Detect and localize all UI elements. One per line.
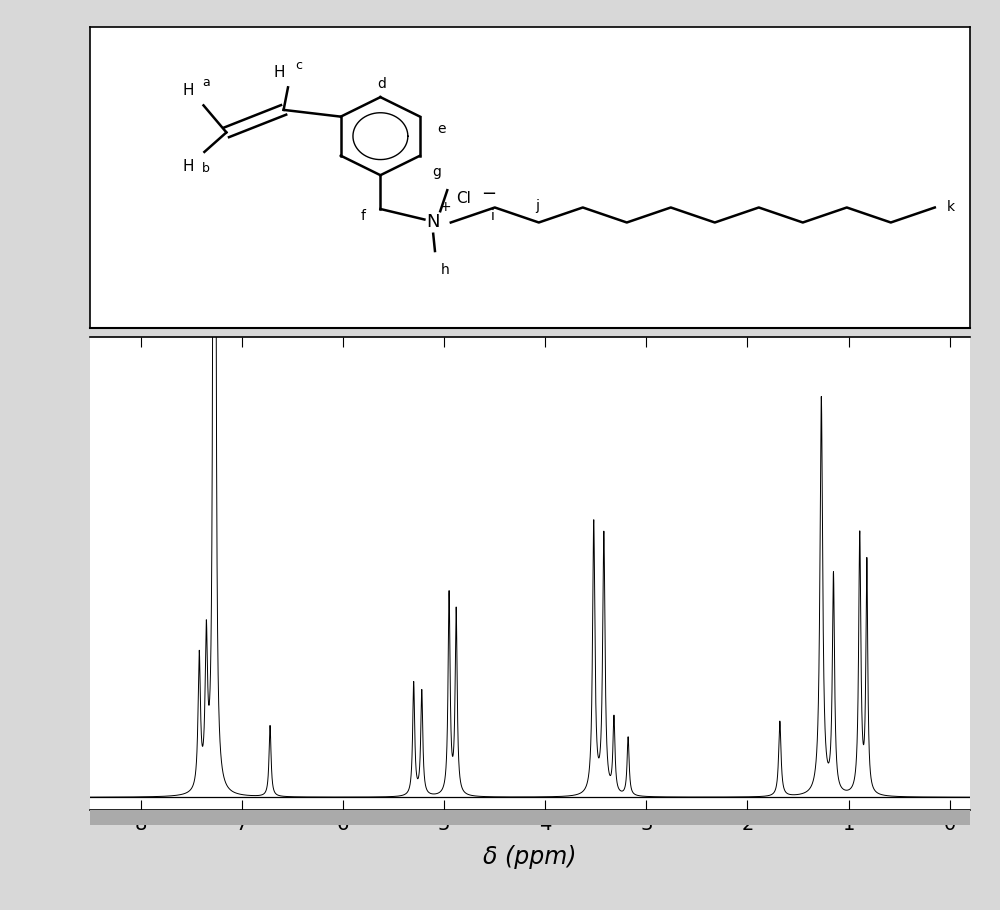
Text: Cl: Cl (457, 191, 471, 206)
X-axis label: δ (ppm): δ (ppm) (483, 844, 577, 869)
Text: H: H (183, 159, 194, 175)
Text: i: i (491, 209, 495, 223)
Text: k: k (947, 200, 955, 215)
Text: g: g (432, 166, 441, 179)
Text: N: N (426, 214, 440, 231)
Text: j: j (535, 198, 539, 213)
Text: e: e (437, 122, 445, 136)
Text: h: h (441, 263, 450, 277)
Text: c: c (295, 59, 302, 72)
Text: +: + (440, 200, 451, 215)
Text: H: H (273, 65, 285, 80)
Text: b: b (202, 162, 210, 175)
Text: −: − (481, 185, 496, 203)
Text: a: a (202, 76, 210, 89)
Text: H: H (183, 83, 194, 98)
Text: f: f (360, 209, 365, 224)
Text: d: d (378, 76, 387, 91)
